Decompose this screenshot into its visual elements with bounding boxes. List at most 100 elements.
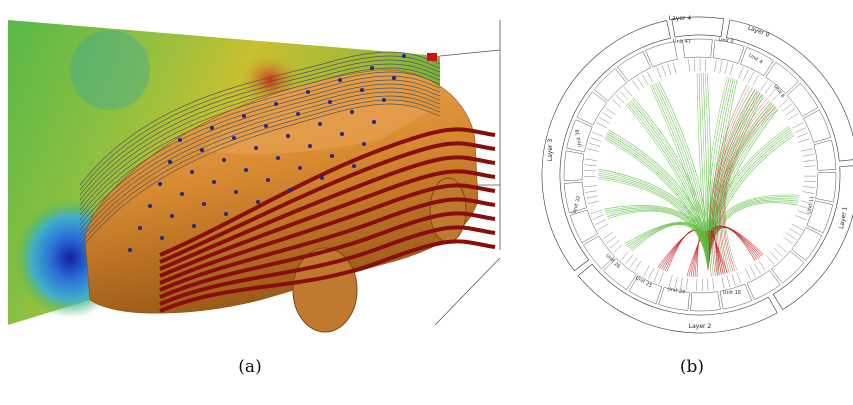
node-tick <box>782 104 791 111</box>
node-tick <box>637 77 643 87</box>
node-tick <box>803 192 815 194</box>
node-tick <box>620 91 628 100</box>
seed-point <box>192 224 196 228</box>
node-tick <box>745 269 750 280</box>
node-tick <box>591 210 602 214</box>
node-tick <box>586 196 598 198</box>
node-tick <box>754 264 760 274</box>
node-tick <box>795 128 806 133</box>
node-tick <box>804 181 816 182</box>
car-visualization <box>8 20 500 332</box>
seed-point <box>148 204 152 208</box>
node-tick <box>669 275 672 287</box>
edge <box>605 137 708 270</box>
seed-point <box>328 100 332 104</box>
seed-point <box>190 170 194 174</box>
edge <box>609 130 709 270</box>
node-tick <box>705 59 706 71</box>
seed-point <box>370 66 374 70</box>
seed-point <box>286 134 290 138</box>
seed-point <box>298 166 302 170</box>
seed-point <box>210 126 214 130</box>
node-tick <box>585 186 597 187</box>
node-tick <box>642 74 648 84</box>
unit-label: Unit 47 <box>673 39 691 45</box>
node-tick <box>694 59 695 71</box>
node-tick <box>643 266 649 276</box>
node-tick <box>715 60 717 72</box>
edge <box>606 209 708 270</box>
unit-ring <box>645 42 677 67</box>
node-tick <box>635 261 642 271</box>
seed-point <box>318 122 322 126</box>
node-tick <box>786 233 796 240</box>
seed-point <box>256 200 260 204</box>
seed-point <box>160 236 164 240</box>
node-tick <box>592 132 603 136</box>
node-tick <box>743 70 748 81</box>
seed-point <box>234 190 238 194</box>
node-tick <box>587 149 599 152</box>
figure-canvas: (a) Layer 4 Layer 0 Layer 1 Layer 2 Laye… <box>0 0 853 405</box>
node-tick <box>803 186 815 187</box>
seed-point <box>170 214 174 218</box>
seed-point <box>392 76 396 80</box>
seed-point <box>402 54 406 58</box>
seed-point <box>254 146 258 150</box>
layer-label: Layer 3 <box>547 139 554 162</box>
node-tick <box>783 237 793 244</box>
node-tick <box>657 67 661 78</box>
edge <box>608 132 708 270</box>
node-tick <box>680 278 682 290</box>
node-tick <box>785 109 795 116</box>
node-tick <box>654 270 659 281</box>
node-tick <box>759 261 766 271</box>
node-tick <box>765 84 772 93</box>
seed-point <box>360 88 364 92</box>
node-tick <box>770 252 778 261</box>
node-tick <box>624 87 632 96</box>
seed-point <box>168 160 172 164</box>
node-tick <box>668 64 671 76</box>
seed-point <box>266 178 270 182</box>
seed-point <box>242 114 246 118</box>
node-tick <box>804 166 816 167</box>
edge <box>713 89 755 275</box>
node-tick <box>585 159 597 161</box>
unit-ring <box>816 172 836 202</box>
seed-point <box>276 156 280 160</box>
seed-point <box>222 158 226 162</box>
node-tick <box>797 133 808 137</box>
node-tick <box>647 72 652 83</box>
seed-point <box>372 120 376 124</box>
node-tick <box>766 255 774 264</box>
unit-ring <box>814 140 836 170</box>
pressure-mid <box>70 30 150 110</box>
node-tick <box>616 95 625 103</box>
node-tick <box>659 272 663 283</box>
seed-point <box>178 138 182 142</box>
node-tick <box>630 258 637 268</box>
node-tick <box>590 138 601 142</box>
edge-bundles <box>598 73 800 277</box>
node-tick <box>801 149 813 152</box>
layer-label: Layer 4 <box>669 15 692 22</box>
node-tick <box>792 224 803 230</box>
seed-point <box>180 192 184 196</box>
node-tick <box>632 81 639 91</box>
seed-point <box>138 226 142 230</box>
figure: (a) Layer 4 Layer 0 Layer 1 Layer 2 Laye… <box>0 0 853 405</box>
edge <box>723 105 774 272</box>
node-tick <box>760 81 767 91</box>
seed-point <box>362 142 366 146</box>
node-tick <box>662 65 666 76</box>
node-tick <box>689 60 690 72</box>
plane-edge <box>435 258 500 325</box>
node-tick <box>732 274 736 285</box>
node-tick <box>748 72 754 83</box>
node-tick <box>588 201 600 204</box>
node-tick <box>713 278 714 290</box>
node-tick <box>707 279 708 291</box>
node-tick <box>774 248 783 256</box>
seed-point <box>274 102 278 106</box>
